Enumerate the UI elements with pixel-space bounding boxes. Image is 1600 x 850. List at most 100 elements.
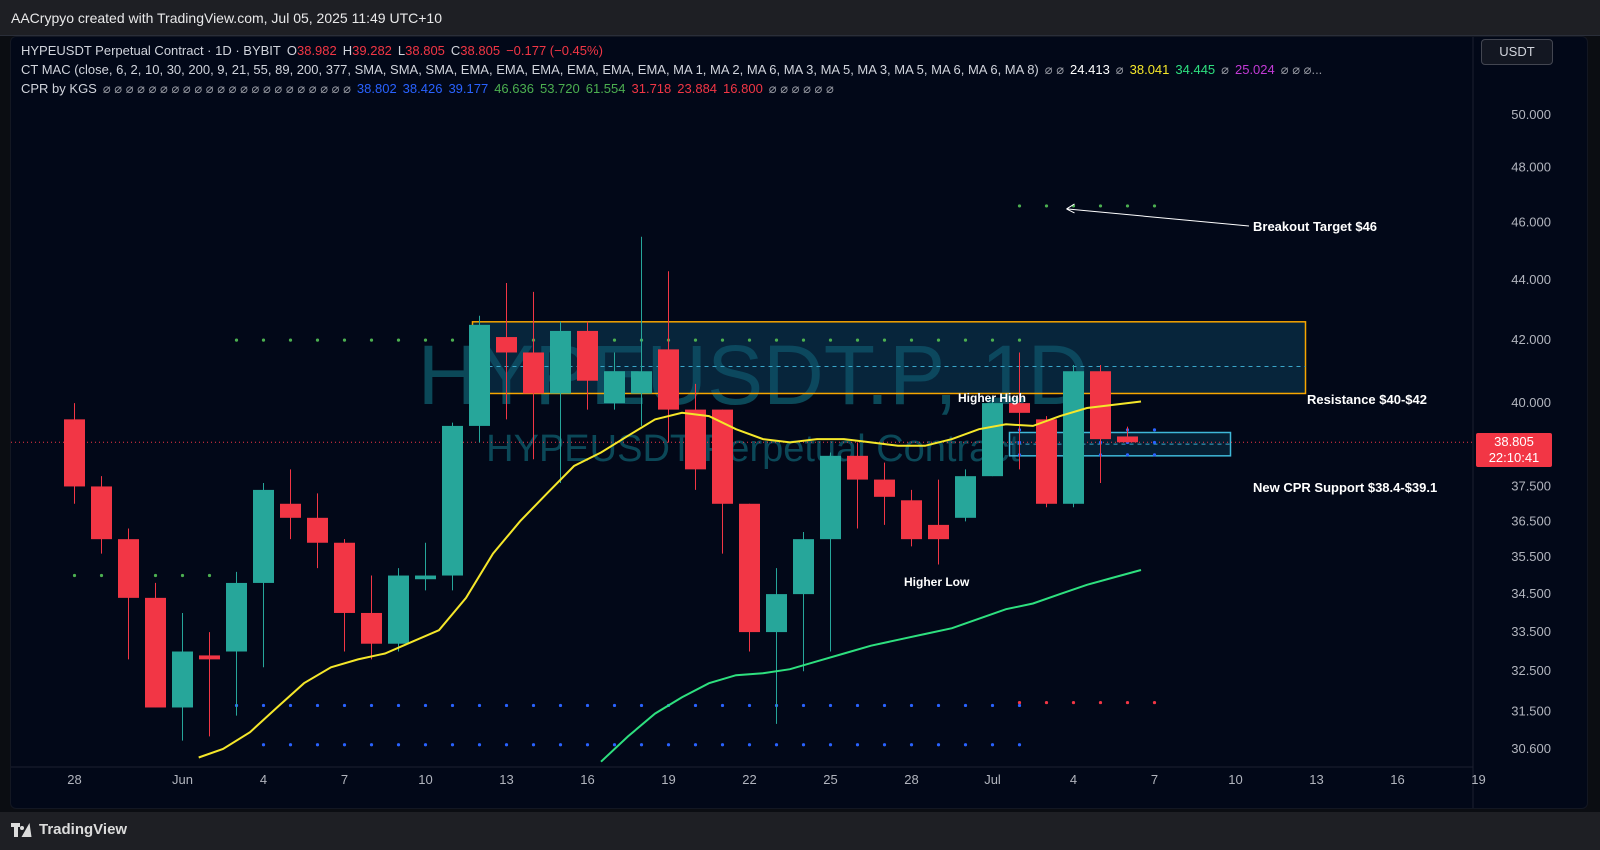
ohlc-open: 38.982 bbox=[296, 43, 337, 58]
y-tick-label: 30.600 bbox=[1511, 741, 1551, 756]
candle-bearish[interactable] bbox=[901, 500, 922, 540]
cpr-level-dot bbox=[1125, 204, 1130, 208]
candle-bearish[interactable] bbox=[334, 542, 355, 613]
cpr-level-dot bbox=[288, 338, 293, 342]
cpr-level-dot bbox=[1071, 700, 1076, 705]
candle-bullish[interactable] bbox=[172, 651, 193, 708]
candle-bullish[interactable] bbox=[226, 582, 247, 652]
cpr-level-dot bbox=[882, 743, 887, 747]
cpr-null-values: ⌀ ⌀ ⌀ ⌀ ⌀ ⌀ ⌀ ⌀ ⌀ ⌀ ⌀ ⌀ ⌀ ⌀ ⌀ ⌀ ⌀ ⌀ ⌀ ⌀ … bbox=[102, 81, 351, 96]
cpr-level-dot bbox=[693, 338, 698, 342]
mac-value: 34.445 bbox=[1175, 62, 1216, 77]
candle-bullish[interactable] bbox=[550, 330, 571, 394]
candle-bullish[interactable] bbox=[793, 539, 814, 595]
candle-bearish[interactable] bbox=[1090, 371, 1111, 440]
candle-bullish[interactable] bbox=[253, 489, 274, 583]
candle-bearish[interactable] bbox=[199, 655, 220, 660]
candle-bearish[interactable] bbox=[361, 612, 382, 644]
candle-bearish[interactable] bbox=[1117, 436, 1138, 443]
ohlc-close-label: C bbox=[450, 43, 461, 58]
x-tick-label: 13 bbox=[1309, 772, 1323, 787]
legend-cpr-row[interactable]: CPR by KGS ⌀ ⌀ ⌀ ⌀ ⌀ ⌀ ⌀ ⌀ ⌀ ⌀ ⌀ ⌀ ⌀ ⌀ ⌀… bbox=[21, 79, 1328, 98]
ema-slow-line[interactable] bbox=[600, 569, 1142, 763]
ohlc-change: −0.177 (−0.45%) bbox=[506, 43, 603, 58]
candle-bearish[interactable] bbox=[64, 419, 85, 487]
candle-bullish[interactable] bbox=[1063, 371, 1084, 504]
cpr-level-dot bbox=[612, 338, 617, 342]
candle-bearish[interactable] bbox=[91, 486, 112, 540]
candle-bullish[interactable] bbox=[469, 324, 490, 426]
cpr-level-dot bbox=[261, 338, 266, 342]
cpr-level-dot bbox=[612, 743, 617, 747]
candle-bearish[interactable] bbox=[307, 517, 328, 543]
mac-value: ⌀ bbox=[1115, 62, 1124, 77]
y-tick-label: 36.500 bbox=[1511, 513, 1551, 528]
y-tick-label: 31.500 bbox=[1511, 704, 1551, 719]
candle-bullish[interactable] bbox=[955, 476, 976, 518]
candle-bullish[interactable] bbox=[631, 371, 652, 394]
candle-bearish[interactable] bbox=[712, 409, 733, 504]
cpr-level-dot bbox=[1017, 204, 1022, 208]
breakout-arrow bbox=[1066, 208, 1250, 227]
cpr-value: 53.720 bbox=[539, 81, 580, 96]
x-tick-label: 16 bbox=[1390, 772, 1404, 787]
mac-indicator-label[interactable]: CT MAC (close, 6, 2, 10, 30, 200, 9, 21,… bbox=[21, 62, 1039, 77]
candle-bearish[interactable] bbox=[1009, 403, 1030, 413]
cpr-level-dot bbox=[450, 743, 455, 747]
y-tick-label: 46.000 bbox=[1511, 215, 1551, 230]
cpr-level-dot bbox=[180, 573, 185, 578]
candle-bearish[interactable] bbox=[523, 352, 544, 394]
currency-selector[interactable]: USDT bbox=[1481, 39, 1553, 65]
candle-bearish[interactable] bbox=[118, 539, 139, 598]
chart-frame[interactable]: HYPEUSDT.P, 1D HYPEUSDT Perpetual Contrac… bbox=[10, 36, 1588, 809]
y-tick-label: 33.500 bbox=[1511, 624, 1551, 639]
cpr-level-dot bbox=[423, 338, 428, 342]
legend-symbol-row[interactable]: HYPEUSDT Perpetual Contract · 1D · BYBIT… bbox=[21, 41, 1328, 60]
cpr-level-dot bbox=[1152, 453, 1157, 457]
legend-mac-row[interactable]: CT MAC (close, 6, 2, 10, 30, 200, 9, 21,… bbox=[21, 60, 1328, 79]
candle-bullish[interactable] bbox=[982, 403, 1003, 477]
x-tick-label: 10 bbox=[418, 772, 432, 787]
resistance-label: Resistance $40-$42 bbox=[1307, 392, 1427, 407]
cpr-level-dot bbox=[423, 743, 428, 747]
support-label: New CPR Support $38.4-$39.1 bbox=[1253, 480, 1437, 495]
candle-bullish[interactable] bbox=[604, 371, 625, 404]
cpr-level-dot bbox=[1044, 700, 1049, 705]
cpr-level-dot bbox=[990, 743, 995, 747]
candle-bearish[interactable] bbox=[280, 503, 301, 518]
tradingview-brand[interactable]: TradingView bbox=[11, 821, 127, 838]
candle-bearish[interactable] bbox=[658, 349, 679, 410]
candle-bearish[interactable] bbox=[1036, 419, 1057, 504]
x-tick-label: Jul bbox=[984, 772, 1001, 787]
candle-bullish[interactable] bbox=[388, 575, 409, 644]
cpr-level-dot bbox=[747, 338, 752, 342]
candle-bearish[interactable] bbox=[496, 337, 517, 353]
candle-bearish[interactable] bbox=[928, 524, 949, 540]
symbol-name[interactable]: HYPEUSDT Perpetual Contract · 1D · BYBIT bbox=[21, 43, 281, 58]
candle-bullish[interactable] bbox=[442, 425, 463, 576]
candle-bearish[interactable] bbox=[685, 409, 706, 470]
last-price-tag: 38.805 22:10:41 bbox=[1476, 433, 1552, 467]
cpr-level-dot bbox=[477, 703, 482, 708]
cpr-level-dot bbox=[828, 743, 833, 747]
candle-bearish[interactable] bbox=[145, 597, 166, 708]
ohlc-low-label: L bbox=[397, 43, 406, 58]
candle-bearish[interactable] bbox=[874, 479, 895, 497]
candle-bearish[interactable] bbox=[847, 455, 868, 480]
higher-low-label: Higher Low bbox=[904, 575, 970, 589]
y-tick-label: 35.500 bbox=[1511, 549, 1551, 564]
candle-bullish[interactable] bbox=[766, 594, 787, 633]
cpr-level-dot bbox=[315, 703, 320, 708]
cpr-level-dot bbox=[1017, 703, 1022, 708]
candle-bearish[interactable] bbox=[577, 330, 598, 381]
cpr-level-dot bbox=[990, 338, 995, 342]
cpr-level-dot bbox=[774, 743, 779, 747]
cpr-level-dot bbox=[963, 743, 968, 747]
ema-fast-line[interactable] bbox=[198, 400, 1142, 759]
candle-bullish[interactable] bbox=[415, 575, 436, 580]
cpr-indicator-label[interactable]: CPR by KGS bbox=[21, 81, 97, 96]
candle-bullish[interactable] bbox=[820, 455, 841, 540]
mac-value: 25.024 bbox=[1234, 62, 1275, 77]
candle-bearish[interactable] bbox=[739, 503, 760, 633]
